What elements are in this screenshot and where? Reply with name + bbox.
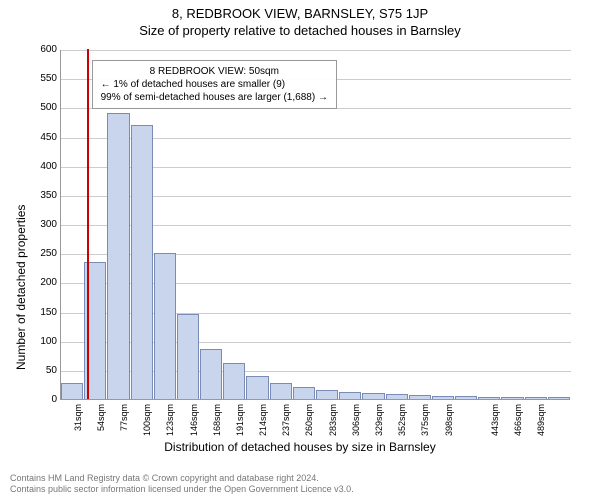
ytick-label: 500 (29, 102, 57, 113)
ytick-label: 600 (29, 44, 57, 55)
histogram-bar (246, 376, 268, 399)
ytick-label: 550 (29, 73, 57, 84)
ytick-label: 150 (29, 307, 57, 318)
ytick-label: 100 (29, 336, 57, 347)
property-marker-line (87, 49, 89, 399)
xtick-label: 214sqm (258, 404, 268, 444)
ytick-label: 350 (29, 190, 57, 201)
histogram-bar (270, 383, 292, 399)
xtick-label: 398sqm (444, 404, 454, 444)
xtick-label: 100sqm (142, 404, 152, 444)
xtick-label: 260sqm (304, 404, 314, 444)
xtick-label: 375sqm (420, 404, 430, 444)
ytick-label: 200 (29, 277, 57, 288)
annotation-line: 8 REDBROOK VIEW: 50sqm (101, 65, 328, 78)
histogram-bar (525, 397, 547, 399)
xtick-label: 443sqm (490, 404, 500, 444)
histogram-bar (177, 314, 199, 399)
annotation-line: ← 1% of detached houses are smaller (9) (101, 78, 328, 91)
histogram-bar (154, 253, 176, 399)
histogram-bar (409, 395, 431, 399)
histogram-bar (223, 363, 245, 399)
histogram-bar (478, 397, 500, 399)
xtick-label: 283sqm (328, 404, 338, 444)
xtick-label: 54sqm (96, 404, 106, 444)
xtick-label: 352sqm (397, 404, 407, 444)
footer-line-2: Contains public sector information licen… (10, 484, 590, 496)
histogram-bar (293, 387, 315, 399)
xtick-label: 329sqm (374, 404, 384, 444)
histogram-bar (61, 383, 83, 399)
histogram-bar (107, 113, 129, 399)
histogram-bar (200, 349, 222, 399)
histogram-bar (316, 390, 338, 399)
histogram-bar (455, 396, 477, 399)
xtick-label: 489sqm (536, 404, 546, 444)
ytick-label: 450 (29, 132, 57, 143)
page-subtitle: Size of property relative to detached ho… (0, 21, 600, 38)
xtick-label: 191sqm (235, 404, 245, 444)
y-axis-label: Number of detached properties (14, 205, 28, 370)
xtick-label: 237sqm (281, 404, 291, 444)
xtick-label: 31sqm (73, 404, 83, 444)
ytick-label: 50 (29, 365, 57, 376)
histogram-bar (339, 392, 361, 399)
xtick-label: 146sqm (189, 404, 199, 444)
annotation-line: 99% of semi-detached houses are larger (… (101, 91, 328, 104)
gridline (61, 50, 571, 51)
annotation-box: 8 REDBROOK VIEW: 50sqm← 1% of detached h… (92, 60, 337, 109)
x-axis-label: Distribution of detached houses by size … (0, 440, 600, 454)
histogram-bar (548, 397, 570, 399)
histogram-bar (131, 125, 153, 399)
ytick-label: 0 (29, 394, 57, 405)
ytick-label: 300 (29, 219, 57, 230)
xtick-label: 168sqm (212, 404, 222, 444)
ytick-label: 250 (29, 248, 57, 259)
chart-container: 8, REDBROOK VIEW, BARNSLEY, S75 1JP Size… (0, 0, 600, 500)
footer-line-1: Contains HM Land Registry data © Crown c… (10, 473, 590, 485)
ytick-label: 400 (29, 161, 57, 172)
plot-area: 05010015020025030035040045050055060031sq… (60, 50, 570, 400)
histogram-bar (362, 393, 384, 399)
footer-attribution: Contains HM Land Registry data © Crown c… (10, 473, 590, 496)
xtick-label: 466sqm (513, 404, 523, 444)
xtick-label: 306sqm (351, 404, 361, 444)
xtick-label: 77sqm (119, 404, 129, 444)
histogram-bar (501, 397, 523, 399)
xtick-label: 123sqm (165, 404, 175, 444)
histogram-bar (386, 394, 408, 399)
page-title: 8, REDBROOK VIEW, BARNSLEY, S75 1JP (0, 0, 600, 21)
histogram-bar (432, 396, 454, 400)
